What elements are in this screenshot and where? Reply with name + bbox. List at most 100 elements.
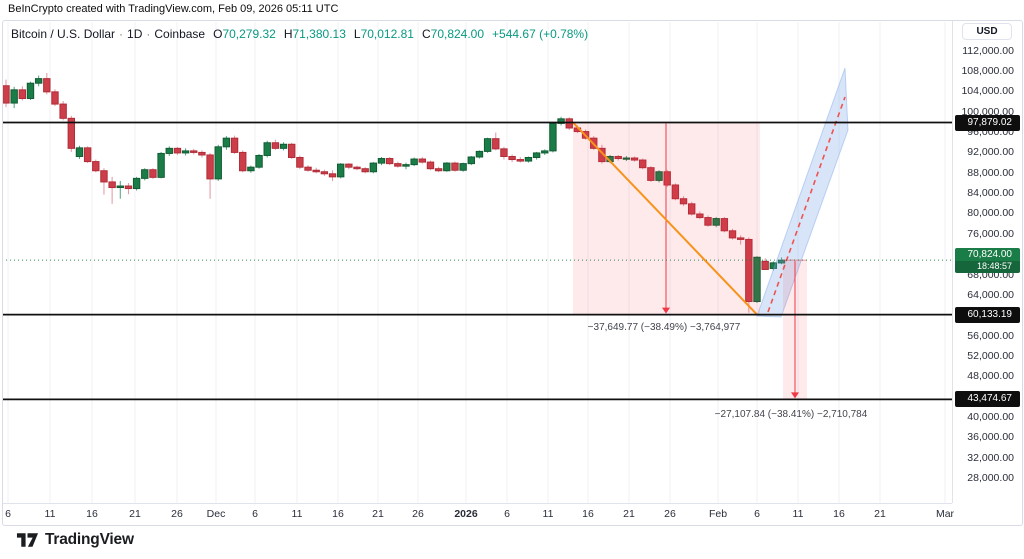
time-tick-label: 6 bbox=[252, 508, 258, 520]
candle bbox=[508, 154, 516, 163]
candle bbox=[492, 132, 500, 151]
candle bbox=[394, 161, 402, 168]
candle bbox=[10, 86, 18, 109]
candle-body bbox=[394, 163, 402, 167]
candle-body bbox=[67, 117, 76, 149]
attribution-text: BeInCrypto created with TradingView.com,… bbox=[8, 3, 339, 15]
candle bbox=[671, 183, 680, 201]
candle bbox=[361, 167, 369, 174]
candle bbox=[385, 156, 394, 166]
candle bbox=[655, 170, 663, 183]
candle-body bbox=[198, 151, 206, 156]
candle bbox=[198, 150, 206, 158]
price-tick-label: 84,000.00 bbox=[967, 187, 1014, 200]
candle bbox=[83, 146, 92, 164]
time-tick-label: 6 bbox=[504, 508, 510, 520]
candle bbox=[745, 237, 753, 313]
candle-body bbox=[230, 137, 239, 153]
candle-body bbox=[263, 142, 271, 156]
candle bbox=[51, 89, 59, 107]
low-label: L bbox=[353, 27, 361, 41]
candle bbox=[630, 156, 639, 162]
trendline[interactable] bbox=[572, 121, 758, 316]
time-tick-label: 26 bbox=[171, 508, 183, 520]
candle-body bbox=[622, 157, 631, 160]
candle-body bbox=[443, 162, 451, 172]
candle-body bbox=[304, 166, 312, 171]
candle-body bbox=[557, 118, 565, 124]
interval-label: 1D bbox=[127, 27, 143, 41]
candle-body bbox=[75, 147, 84, 157]
candle bbox=[426, 160, 435, 171]
candle bbox=[336, 163, 345, 179]
candle-body bbox=[565, 118, 573, 129]
candle bbox=[704, 215, 712, 227]
candle-body bbox=[34, 78, 43, 84]
candle-body bbox=[630, 157, 639, 161]
candle bbox=[353, 165, 361, 171]
candle-body bbox=[361, 168, 369, 173]
currency-toggle-button[interactable]: USD bbox=[962, 23, 1012, 40]
time-axis[interactable]: 6 11 16 21 26 Dec 6 11 16 21 26 2026 6 11 16 21 26 Feb 6 11… bbox=[2, 503, 954, 525]
candle-body bbox=[222, 137, 231, 148]
candle bbox=[132, 176, 141, 191]
candle-body bbox=[92, 161, 100, 172]
candle-body bbox=[312, 169, 320, 173]
current-price-badge: 70,824.00 18:48:57 bbox=[955, 248, 1020, 274]
candle bbox=[541, 149, 549, 155]
candle-body bbox=[736, 237, 745, 240]
time-tick-label: 6 bbox=[5, 508, 11, 520]
candle-body bbox=[83, 147, 92, 163]
candle bbox=[418, 156, 427, 164]
candle-body bbox=[132, 177, 141, 190]
tradingview-logo-icon bbox=[16, 533, 39, 547]
candle-body bbox=[508, 155, 516, 161]
candle-body bbox=[173, 147, 182, 154]
candle bbox=[696, 211, 704, 220]
time-tick-label: 21 bbox=[623, 508, 635, 520]
candle-body bbox=[255, 154, 263, 168]
candle bbox=[59, 101, 67, 121]
candle-body bbox=[328, 173, 337, 178]
candle bbox=[402, 162, 410, 170]
candle bbox=[222, 136, 231, 150]
time-tick-label: 21 bbox=[129, 508, 141, 520]
candle-body bbox=[671, 184, 680, 200]
open-label: O bbox=[213, 27, 223, 41]
candle-body bbox=[100, 170, 108, 183]
candle-body bbox=[516, 159, 524, 162]
candle-body bbox=[434, 168, 443, 172]
measure-arrow-head bbox=[791, 392, 799, 399]
time-tick-label: 6 bbox=[754, 508, 760, 520]
candle-body bbox=[418, 158, 427, 163]
candle-body bbox=[459, 163, 467, 171]
candle bbox=[467, 155, 475, 166]
candle bbox=[34, 75, 43, 87]
candle bbox=[157, 151, 165, 179]
time-tick-label: 16 bbox=[332, 508, 344, 520]
candle-body bbox=[43, 78, 51, 93]
legend-separator: · bbox=[146, 27, 151, 41]
candle bbox=[679, 196, 688, 206]
candle bbox=[687, 201, 696, 216]
candle-body bbox=[279, 143, 288, 149]
high-value: 71,380.13 bbox=[292, 27, 346, 41]
price-axis[interactable]: USD 112,000.00 108,000.00 104,000.00 100,00… bbox=[952, 21, 1023, 503]
candle-body bbox=[745, 238, 753, 303]
time-tick-label: Feb bbox=[708, 508, 728, 520]
projection-channel[interactable] bbox=[756, 67, 849, 318]
measure-result-label: −27,107.84 (−38.41%) −2,710,784 bbox=[714, 409, 868, 420]
exchange-label: Coinbase bbox=[154, 27, 206, 41]
price-level-badge: 43,474.67 bbox=[955, 391, 1020, 408]
measure-result-label: −37,649.77 (−38.49%) −3,764,977 bbox=[587, 322, 741, 333]
candle bbox=[108, 176, 116, 204]
candle-body bbox=[720, 218, 729, 232]
close-label: C bbox=[421, 27, 431, 41]
candle-body bbox=[451, 162, 459, 171]
candle-body bbox=[687, 203, 696, 215]
candle bbox=[18, 86, 27, 101]
candle-body bbox=[206, 154, 214, 180]
tradingview-logo[interactable]: TradingView bbox=[16, 530, 134, 550]
candle bbox=[116, 180, 124, 199]
